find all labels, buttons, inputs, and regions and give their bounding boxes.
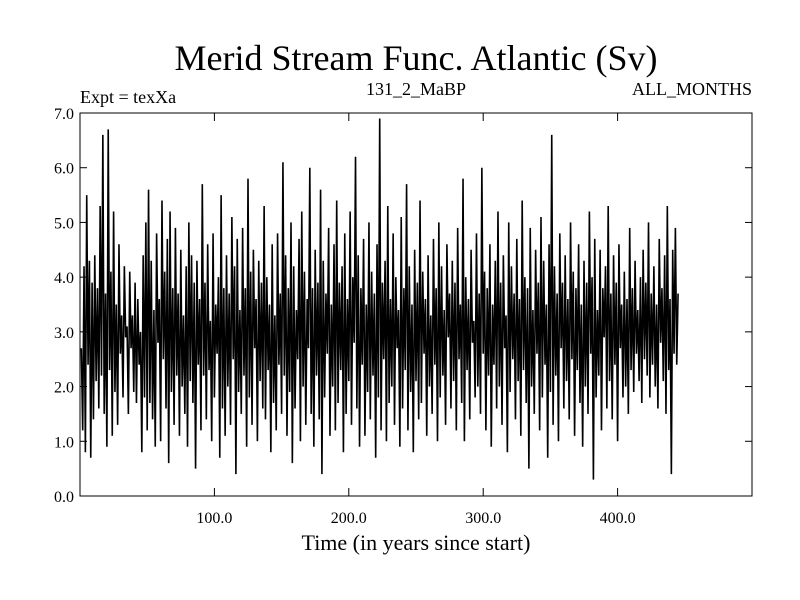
x-axis: 100.0 200.0 300.0 400.0 [196,113,636,527]
experiment-label: Expt = texXa [80,87,176,107]
chart-title: Merid Stream Func. Atlantic (Sv) [175,38,658,78]
x-tick-label: 100.0 [196,510,232,527]
y-tick-label: 2.0 [54,380,74,397]
y-tick-label: 5.0 [54,215,74,232]
x-tick-label: 200.0 [331,510,367,527]
y-tick-label: 4.0 [54,270,74,287]
y-tick-label: 7.0 [54,106,74,123]
x-axis-label: Time (in years since start) [302,530,531,555]
y-tick-label: 1.0 [54,434,74,451]
y-tick-label: 3.0 [54,325,74,342]
months-label: ALL_MONTHS [632,79,752,99]
x-tick-label: 300.0 [465,510,501,527]
series-line [80,118,679,480]
run-label: 131_2_MaBP [366,79,466,99]
y-tick-label: 6.0 [54,161,74,178]
y-tick-label: 0.0 [54,489,74,506]
plot-frame [79,112,753,497]
x-tick-label: 400.0 [600,510,636,527]
y-axis: 0.0 1.0 2.0 3.0 4.0 5.0 6.0 7.0 [54,106,752,506]
